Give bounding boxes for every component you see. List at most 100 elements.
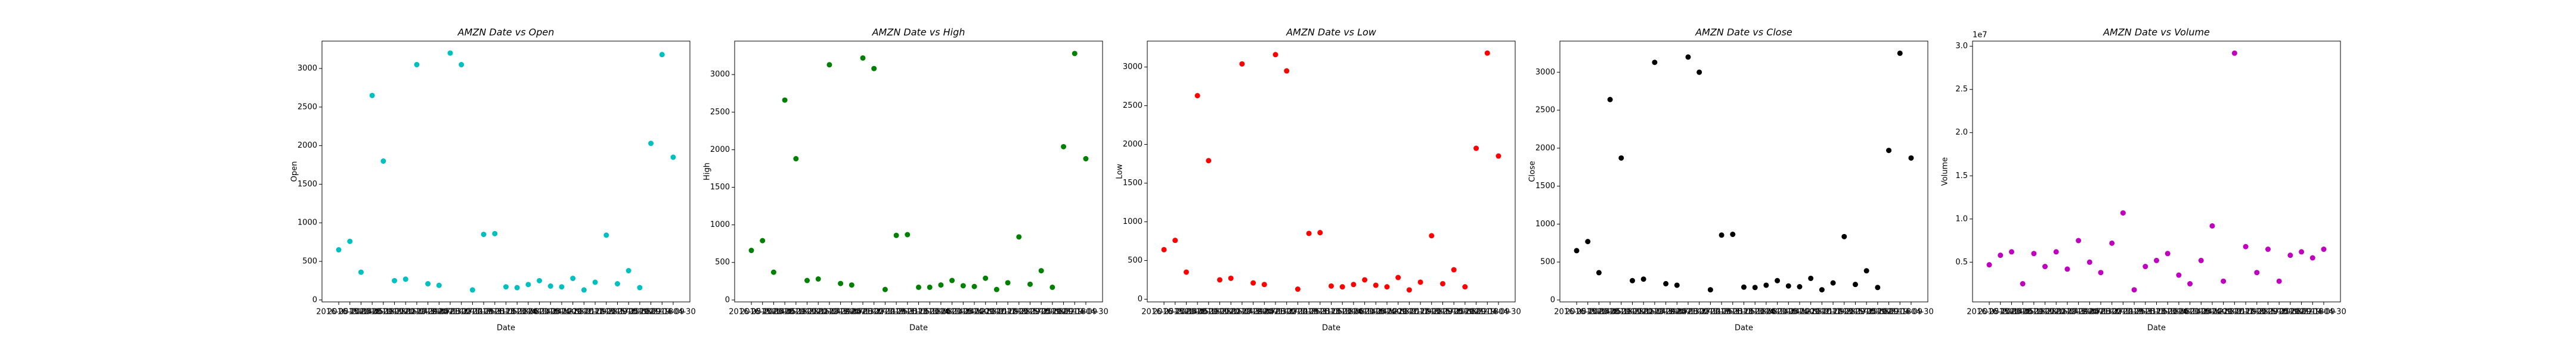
x-tick-label: 2018-09-28 <box>773 308 819 317</box>
x-tick-label: 2020-08-27 <box>428 308 473 317</box>
x-tick-label: 2012-12-28 <box>2223 308 2268 317</box>
x-tick-label: 2012-04-13 <box>417 308 462 317</box>
point <box>916 284 921 290</box>
x-tick-label: 2015-05-08 <box>1844 308 1889 317</box>
point <box>1194 93 1200 99</box>
point <box>1250 280 1256 286</box>
x-tick-label: 2010-10-22 <box>2268 308 2313 317</box>
point <box>1362 277 1368 283</box>
point <box>2187 281 2193 287</box>
y-tick-label: 2000 <box>710 145 730 154</box>
x-tick-label: 2013-09-20 <box>1833 308 1878 317</box>
point <box>2254 270 2260 276</box>
y-tick-label: 2000 <box>1123 140 1143 149</box>
x-tick-label: 2015-06-05 <box>751 308 797 317</box>
x-tick-label: 2016-10-14 <box>1978 308 2023 317</box>
x-tick-label: 2011-08-12 <box>528 308 574 317</box>
x-tick-label: 2012-09-07 <box>1643 308 1689 317</box>
x-tick-label: 2014-11-21 <box>1788 308 1834 317</box>
x-tick-label: 2012-12-28 <box>1810 308 1856 317</box>
x-tick-label: 2015-06-05 <box>1577 308 1622 317</box>
x-tick-label: 2013-02-08 <box>1320 308 1365 317</box>
y-tick-label: 500 <box>1540 258 1555 267</box>
point <box>414 62 420 68</box>
x-tick-label: 2010-02-26 <box>863 308 908 317</box>
x-tick-label: 2021-04-09 <box>2290 308 2335 317</box>
point <box>849 282 854 288</box>
point <box>347 238 353 244</box>
x-tick-label: 2011-11-18 <box>2134 308 2179 317</box>
point <box>2131 287 2137 293</box>
x-tick-label: 2010-10-22 <box>1855 308 1900 317</box>
x-tick-label: 2017-05-05 <box>1298 308 1343 317</box>
y-tick-label: 3000 <box>1535 68 1555 77</box>
point <box>1072 51 1078 57</box>
x-tick-label: 2019-04-30 <box>1888 308 1934 317</box>
point <box>2064 266 2070 272</box>
point <box>871 66 877 71</box>
point <box>369 92 375 98</box>
point <box>380 158 386 164</box>
point <box>1429 233 1435 239</box>
x-tick-label: 2017-02-17 <box>2234 308 2280 317</box>
y-axis-label: Volume <box>1941 157 1950 186</box>
x-tick-label: 2012-04-13 <box>1655 308 1700 317</box>
x-tick-label: 2020-08-27 <box>2078 308 2123 317</box>
y-tick-label: 0.5 <box>1955 258 1968 267</box>
point <box>537 277 543 283</box>
x-tick-label: 2020-07-30 <box>2045 308 2090 317</box>
point <box>2076 238 2082 244</box>
x-tick-label: 2011-08-12 <box>1354 308 1399 317</box>
x-tick-label: 2013-02-08 <box>2145 308 2190 317</box>
point <box>2231 50 2237 56</box>
point <box>2221 278 2227 284</box>
x-tick-label: 2010-07-16 <box>2023 308 2068 317</box>
x-tick-label: 2011-11-18 <box>896 308 942 317</box>
point <box>592 279 598 285</box>
point <box>570 275 576 281</box>
point <box>581 287 587 293</box>
point <box>2265 247 2271 252</box>
point <box>826 62 832 68</box>
x-tick-label: 2011-08-12 <box>941 308 986 317</box>
chart-title: AMZN Date vs Open <box>457 27 555 38</box>
point <box>1663 280 1669 286</box>
point <box>1339 284 1345 290</box>
x-axis-label: Date <box>2147 324 2166 333</box>
point <box>1061 144 1067 149</box>
y-tick-label: 500 <box>1128 256 1143 265</box>
y-tick-label: 1000 <box>710 220 730 229</box>
point <box>1797 283 1803 289</box>
x-tick-label: 2016-05-20 <box>1967 308 2012 317</box>
x-tick-label: 2010-12-03 <box>2190 308 2235 317</box>
y-tick-label: 3.0 <box>1955 42 1968 51</box>
point <box>1986 262 1992 268</box>
x-tick-label: 2015-05-08 <box>1018 308 1064 317</box>
point <box>1295 286 1301 292</box>
y-tick-label: 1000 <box>1123 217 1143 226</box>
y-axis-label: Low <box>1116 164 1125 179</box>
point <box>614 281 620 287</box>
x-tick-label: 2009-10-09 <box>974 308 1020 317</box>
point <box>793 156 799 162</box>
point <box>938 282 944 288</box>
point <box>2299 249 2305 255</box>
point <box>804 277 810 283</box>
x-tick-label: 2015-05-08 <box>606 308 651 317</box>
point <box>2209 223 2215 229</box>
subplot: AMZN Date vs High Date High 0 500 1000 1500 200… <box>703 27 1109 333</box>
x-tick-label: 2012-04-13 <box>2067 308 2113 317</box>
x-tick-label: 2011-02-04 <box>383 308 428 317</box>
x-tick-label: 2010-07-16 <box>372 308 417 317</box>
point <box>336 247 342 253</box>
point <box>481 232 487 238</box>
x-tick-label: 2019-09-13 <box>2279 308 2324 317</box>
point <box>1183 269 1189 275</box>
point <box>2109 240 2115 246</box>
point <box>1027 281 1033 287</box>
x-tick-label: 2011-02-04 <box>2033 308 2079 317</box>
x-tick-label: 2013-06-14 <box>2156 308 2202 317</box>
point <box>514 285 520 291</box>
point <box>2309 255 2315 261</box>
x-tick-label: 2010-07-16 <box>1610 308 1655 317</box>
